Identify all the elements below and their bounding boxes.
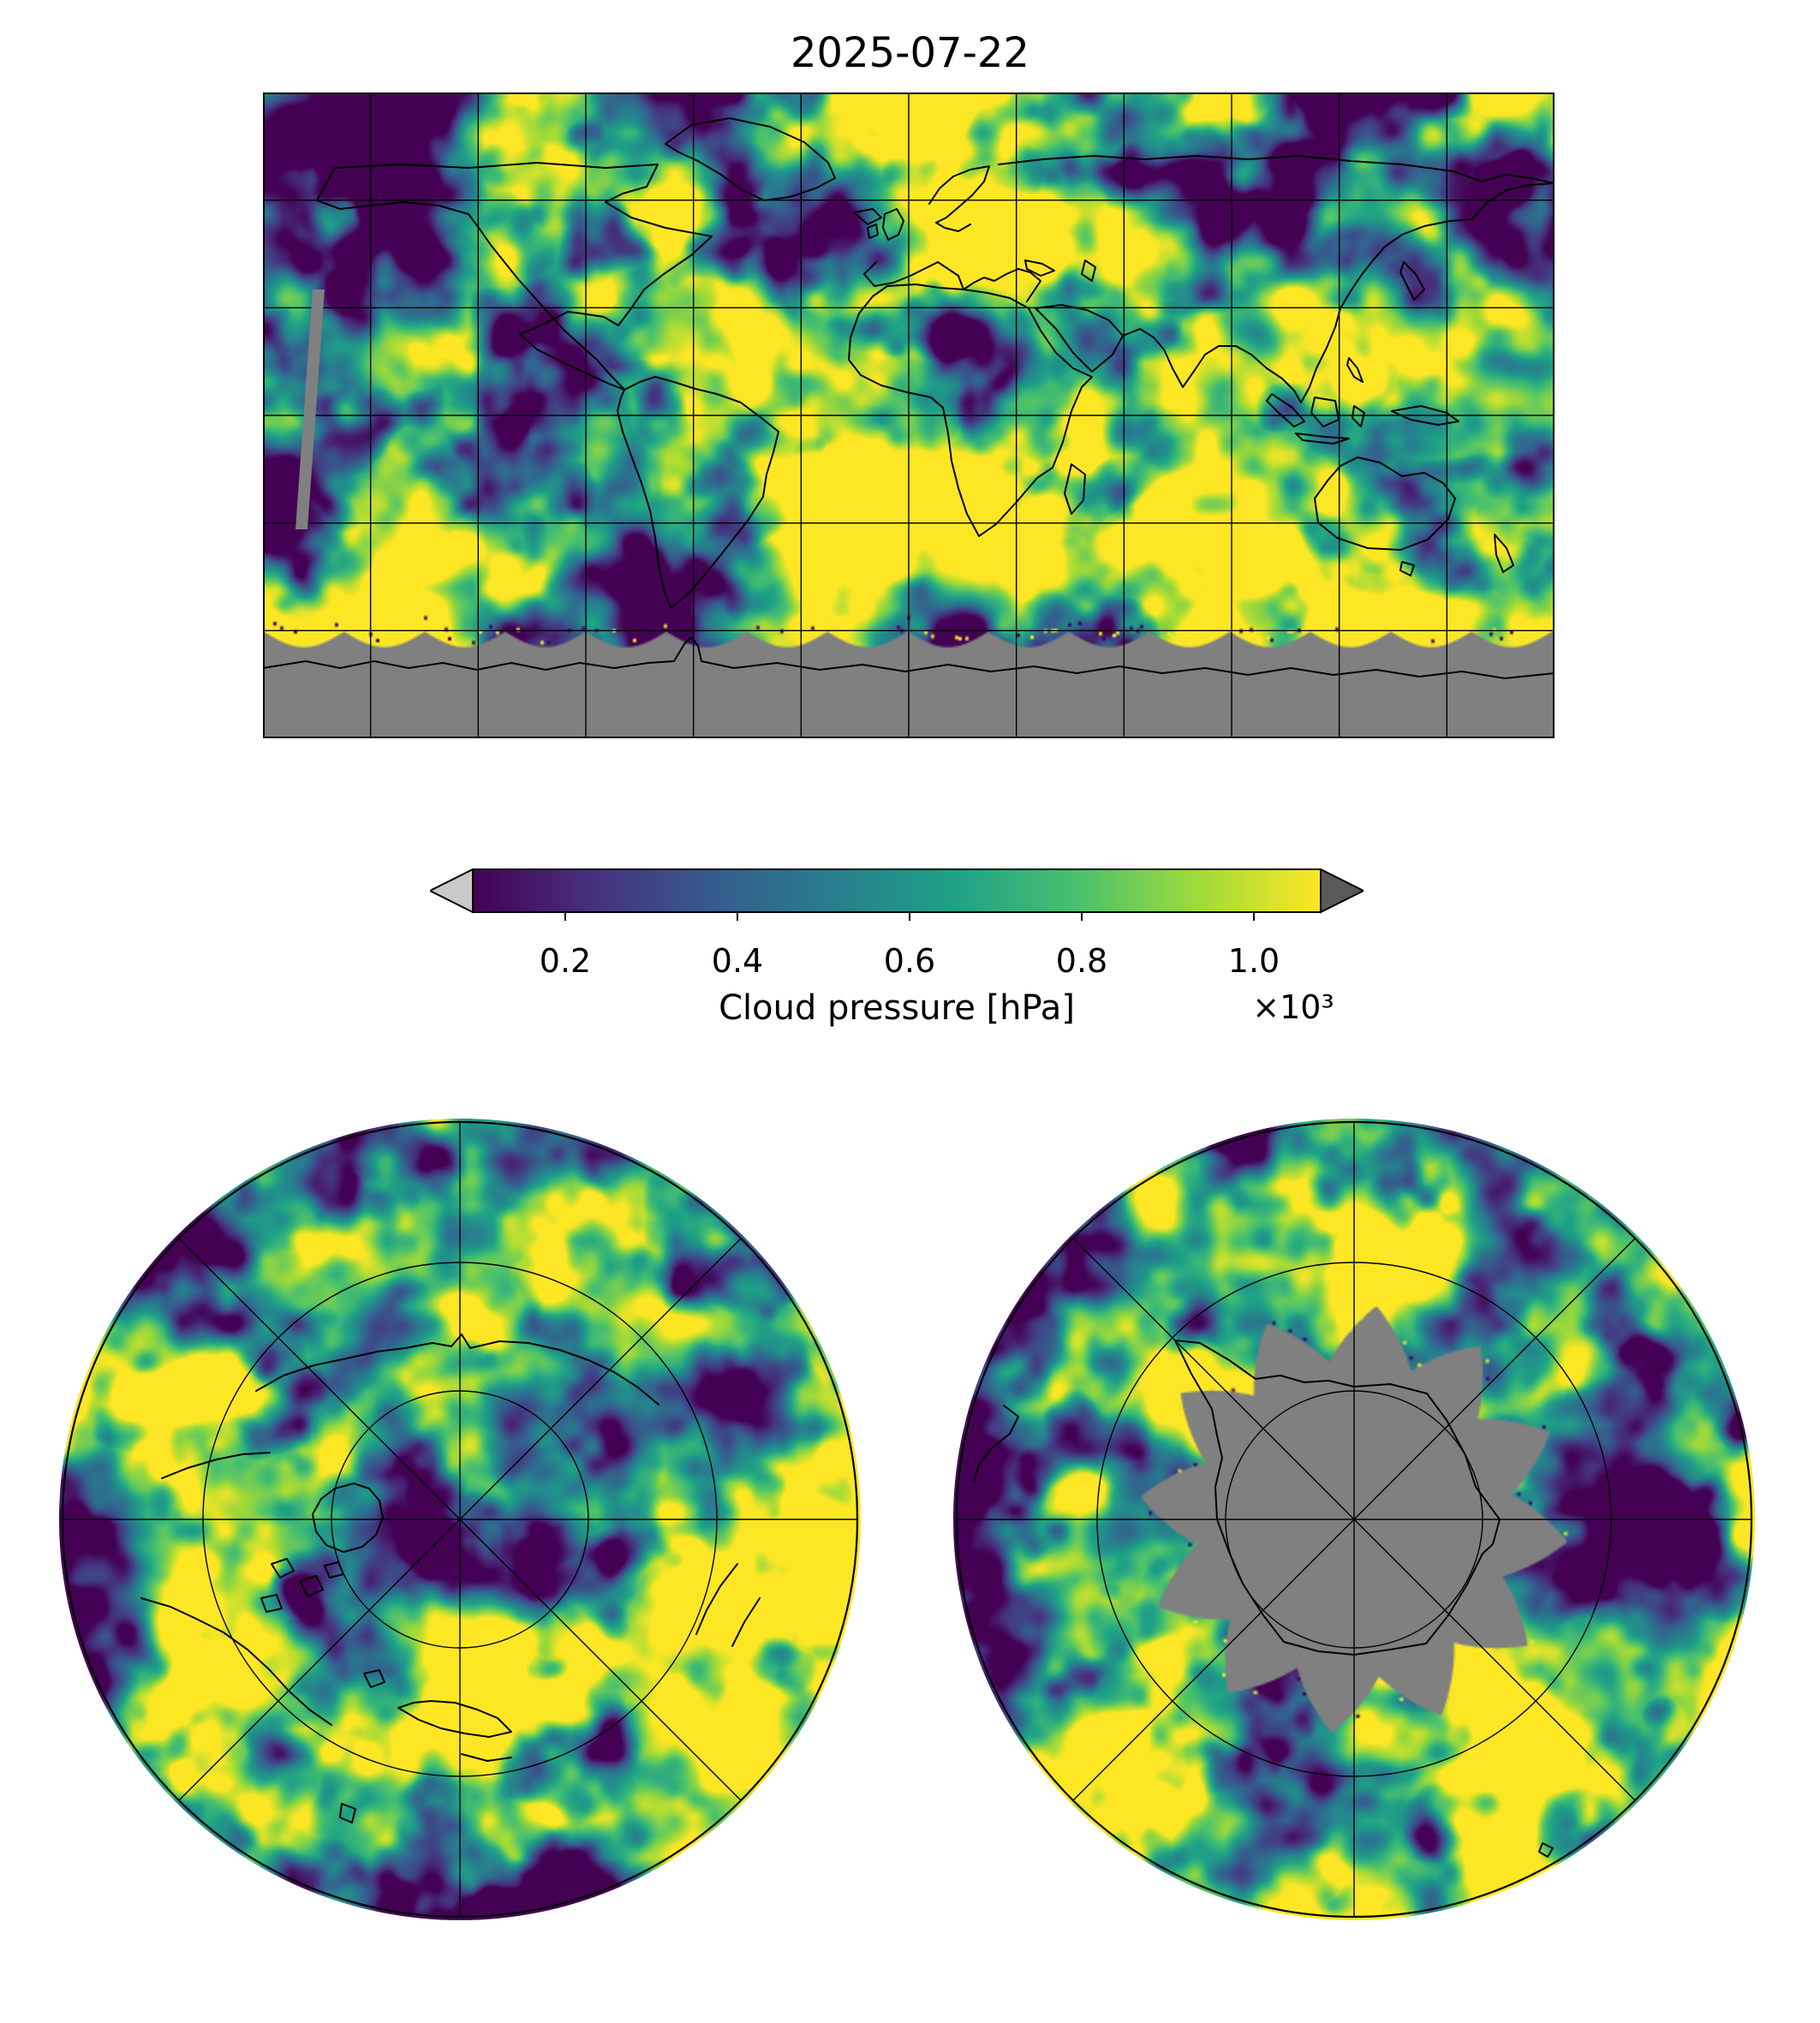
coastline-java [1295, 433, 1350, 445]
map-border [263, 92, 1554, 738]
colorbar-over-arrow [1320, 868, 1364, 914]
polar-graticule [955, 1120, 1753, 1919]
coastline-arctic-island [260, 1594, 283, 1613]
coastline-south-america-tip [973, 1405, 1019, 1483]
coastline-iceland [853, 208, 882, 225]
colorbar-tick-label: 0.2 [539, 942, 592, 980]
coastline-tasmania [1399, 561, 1415, 576]
coastline-antarctica [263, 636, 1554, 679]
colorbar-under-arrow [430, 868, 474, 914]
coastline-arctic-island [324, 1561, 344, 1578]
coastline-arctic-island [300, 1575, 324, 1597]
coastline-borneo [1310, 397, 1340, 427]
colorbar-svg [430, 868, 1364, 921]
south-polar-panel [953, 1119, 1755, 1920]
coastline-scandinavia [928, 165, 990, 232]
coastline-new-guinea [1391, 405, 1459, 426]
coastline-north-america [140, 1597, 332, 1726]
missing-data-swath [295, 289, 325, 529]
coastline-britain [882, 208, 904, 241]
colorbar-gradient-bar [472, 868, 1322, 913]
coastline-scandinavia [397, 1700, 512, 1738]
coastline-alaska [161, 1452, 271, 1479]
south-polar-overlay [955, 1120, 1753, 1919]
global-map-overlay [263, 92, 1554, 738]
coastline-sulawesi [1352, 405, 1365, 427]
coastline-south-asia [1122, 182, 1554, 403]
coastline-arctic-island [271, 1558, 295, 1578]
north-polar-coastlines [140, 1334, 761, 1823]
graticule [263, 92, 1554, 738]
coastline-caspian [1081, 260, 1096, 282]
polar-graticule [61, 1120, 859, 1919]
coastline-greenland [312, 1483, 384, 1553]
coastline-island [1538, 1842, 1554, 1858]
colorbar-tick-label: 0.8 [1055, 942, 1108, 980]
coastline-philippines [1346, 357, 1364, 383]
coastline-australia [1314, 457, 1456, 551]
south-polar-coastlines [973, 1340, 1554, 1858]
coastline-europe-south [863, 261, 1041, 302]
coastline-madagascar [1064, 463, 1086, 515]
figure-title: 2025-07-22 [791, 29, 1029, 77]
coastline-south-america [617, 376, 779, 609]
coastline-greenland [665, 117, 836, 201]
coastline-black-sea [1024, 260, 1055, 277]
coastline-baltic [461, 1753, 512, 1762]
colorbar-tick-label: 0.6 [883, 942, 936, 980]
colorbar-tick-marks [564, 913, 1255, 921]
north-polar-panel [59, 1119, 861, 1920]
coastline-iceland [363, 1669, 385, 1688]
coastline-africa [848, 283, 1093, 537]
coastline-japan [1399, 261, 1425, 301]
colorbar-tick-label: 0.4 [711, 942, 764, 980]
coastline-arabia [1035, 304, 1124, 373]
coastline-britain [339, 1803, 356, 1823]
coastlines [263, 117, 1554, 679]
colorbar-multiplier: ×10³ [1252, 988, 1334, 1026]
coastline-antarctica [1174, 1340, 1501, 1656]
coastline-siberia [255, 1334, 659, 1405]
colorbar-tick-label: 1.0 [1227, 942, 1280, 980]
coastline-ireland [867, 224, 879, 239]
colorbar: 0.2 0.4 0.6 0.8 1.0 Cloud pressure [hPa]… [430, 868, 1364, 1057]
colorbar-tick-labels: 0.2 0.4 0.6 0.8 1.0 [430, 942, 1364, 982]
global-map-panel [263, 92, 1554, 738]
colorbar-axis-label: Cloud pressure [hPa] [719, 988, 1075, 1028]
coastline-bering [695, 1563, 738, 1635]
coastline-new-zealand [1494, 534, 1514, 573]
coastline-bering [731, 1597, 761, 1647]
coastline-sumatra [1266, 393, 1305, 427]
north-polar-overlay [61, 1120, 859, 1919]
coastline-eurasia-north [998, 155, 1554, 184]
coastline-north-america [316, 162, 713, 391]
